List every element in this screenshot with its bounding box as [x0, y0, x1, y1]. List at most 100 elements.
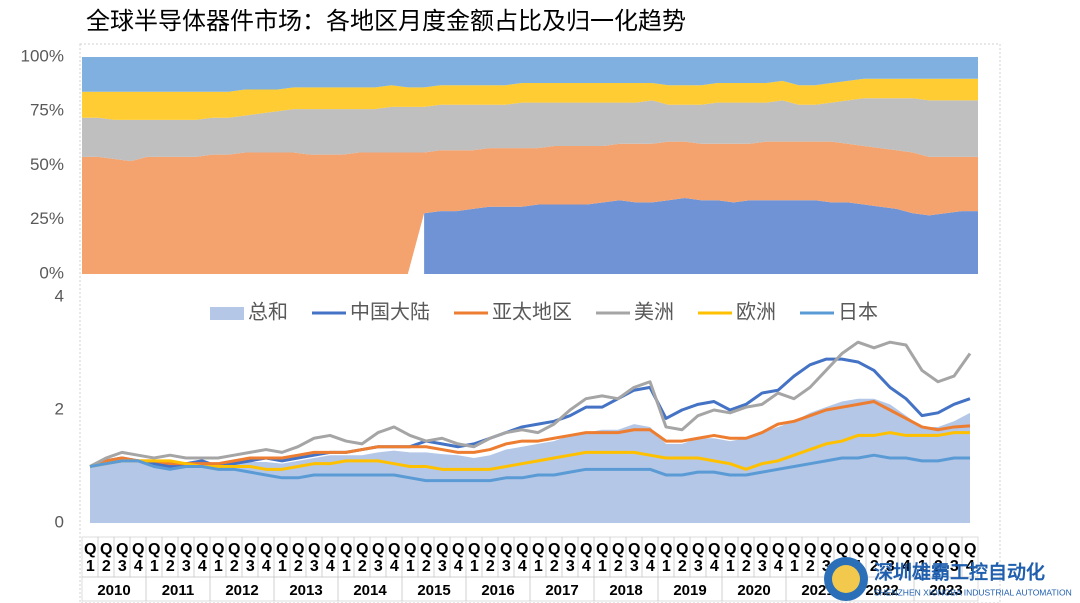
- x-tick-label: Q3: [690, 541, 707, 575]
- series-line: [89, 453, 970, 483]
- area-band: [82, 78, 978, 120]
- legend-label: 日本: [838, 300, 878, 324]
- x-tick-label: Q2: [162, 541, 179, 575]
- watermark-name: 深圳雄霸工控自动化: [874, 561, 1045, 584]
- x-tick-label: Q3: [434, 541, 451, 575]
- x-group-label: 2020: [737, 582, 770, 599]
- watermark-subtitle: SHENZHEN XIONGBA INDUSTRIAL AUTOMATION: [874, 587, 1072, 597]
- x-tick-label: Q3: [882, 541, 899, 575]
- x-tick-label: Q2: [674, 541, 691, 575]
- area-band: [424, 198, 978, 274]
- y-tick-label: 50%: [30, 155, 64, 174]
- area-band: [82, 57, 978, 92]
- x-tick-label: Q1: [914, 541, 931, 575]
- x-tick-label: Q1: [146, 541, 163, 575]
- x-tick-label: Q2: [98, 541, 115, 575]
- x-tick-label: Q2: [546, 541, 563, 575]
- y-tick-label: 0%: [39, 263, 64, 282]
- x-tick-label: Q2: [802, 541, 819, 575]
- x-tick-label: Q2: [418, 541, 435, 575]
- x-group-label: 2018: [609, 582, 642, 599]
- x-tick-label: Q3: [306, 541, 323, 575]
- x-tick-label: Q3: [114, 541, 131, 575]
- x-group-label: 2013: [289, 582, 322, 599]
- x-tick-label: Q4: [386, 541, 403, 575]
- legend-label: 中国大陆: [350, 300, 430, 324]
- x-tick-label: Q1: [594, 541, 611, 575]
- series-line: [89, 400, 971, 468]
- x-tick-label: Q3: [754, 541, 771, 575]
- x-tick-label: Q3: [370, 541, 387, 575]
- x-tick-label: Q2: [866, 541, 883, 575]
- legend-label: 总和: [248, 300, 288, 324]
- x-tick-label: Q4: [706, 541, 723, 575]
- x-tick-label: Q4: [194, 541, 211, 575]
- x-tick-label: Q1: [722, 541, 739, 575]
- x-tick-label: Q1: [210, 541, 227, 575]
- x-group-label: 2016: [481, 582, 514, 599]
- x-tick-label: Q4: [322, 541, 339, 575]
- y-tick-label: 25%: [30, 209, 64, 228]
- y-tick-label: 100%: [21, 46, 64, 65]
- series-line: [89, 340, 972, 468]
- x-tick-label: Q2: [610, 541, 627, 575]
- x-tick-label: Q3: [626, 541, 643, 575]
- x-tick-label: Q1: [274, 541, 291, 575]
- x-group-label: 2015: [417, 582, 450, 599]
- x-tick-label: Q1: [658, 541, 675, 575]
- legend-label: 美洲: [634, 300, 674, 324]
- x-group-label: 2012: [225, 582, 258, 599]
- x-tick-label: Q1: [402, 541, 419, 575]
- watermark-logo-inner: [832, 565, 860, 593]
- x-tick-label: Q1: [338, 541, 355, 575]
- x-tick-label: Q4: [578, 541, 595, 575]
- x-tick-label: Q2: [226, 541, 243, 575]
- legend-swatch: [210, 307, 244, 320]
- x-tick-label: Q4: [450, 541, 467, 575]
- x-tick-label: Q4: [258, 541, 275, 575]
- chart-frame: [79, 43, 1001, 603]
- x-tick-label: Q1: [82, 541, 99, 575]
- chart-title: 全球半导体器件市场：各地区月度金额占比及归一化趋势: [86, 7, 686, 35]
- series-line: [89, 357, 971, 468]
- x-tick-label: Q3: [178, 541, 195, 575]
- year-cell: [913, 576, 979, 602]
- area-band: [82, 98, 978, 162]
- x-group-label: 2010: [97, 582, 130, 599]
- legend-label: 欧洲: [736, 300, 776, 324]
- x-tick-label: Q1: [786, 541, 803, 575]
- x-tick-label: Q4: [770, 541, 787, 575]
- x-group-label: 2019: [673, 582, 706, 599]
- y-tick-label: 0: [55, 512, 64, 531]
- x-tick-label: Q1: [530, 541, 547, 575]
- x-tick-label: Q2: [290, 541, 307, 575]
- x-tick-label: Q2: [354, 541, 371, 575]
- x-tick-label: Q4: [962, 541, 979, 575]
- x-tick-label: Q4: [898, 541, 915, 575]
- x-tick-label: Q2: [930, 541, 947, 575]
- plot-layer: 0%25%50%75%100%024Q1Q2Q3Q4Q1Q2Q3Q4Q1Q2Q3…: [21, 46, 979, 602]
- x-group-label: 2022: [865, 582, 898, 599]
- x-group-label: 2014: [353, 582, 387, 599]
- watermark: 深圳雄霸工控自动化 SHENZHEN XIONGBA INDUSTRIAL AU…: [822, 555, 1080, 603]
- y-tick-label: 75%: [30, 101, 64, 120]
- x-group-label: 2011: [162, 582, 195, 599]
- x-tick-label: Q3: [562, 541, 579, 575]
- x-group-label: 2017: [545, 582, 578, 599]
- x-tick-label: Q2: [738, 541, 755, 575]
- watermark-graphic: 深圳雄霸工控自动化 SHENZHEN XIONGBA INDUSTRIAL AU…: [824, 557, 1072, 601]
- y-tick-label: 2: [55, 399, 64, 418]
- area-band: [82, 141, 978, 274]
- x-tick-label: Q4: [514, 541, 531, 575]
- x-tick-label: Q1: [466, 541, 483, 575]
- series-line: [89, 431, 970, 471]
- x-tick-label: Q4: [642, 541, 659, 575]
- x-tick-label: Q4: [130, 541, 147, 575]
- x-tick-label: Q3: [498, 541, 515, 575]
- legend-label: 亚太地区: [492, 300, 572, 324]
- x-group-label: 2023: [929, 582, 962, 599]
- x-tick-label: Q3: [242, 541, 259, 575]
- x-tick-label: Q3: [946, 541, 963, 575]
